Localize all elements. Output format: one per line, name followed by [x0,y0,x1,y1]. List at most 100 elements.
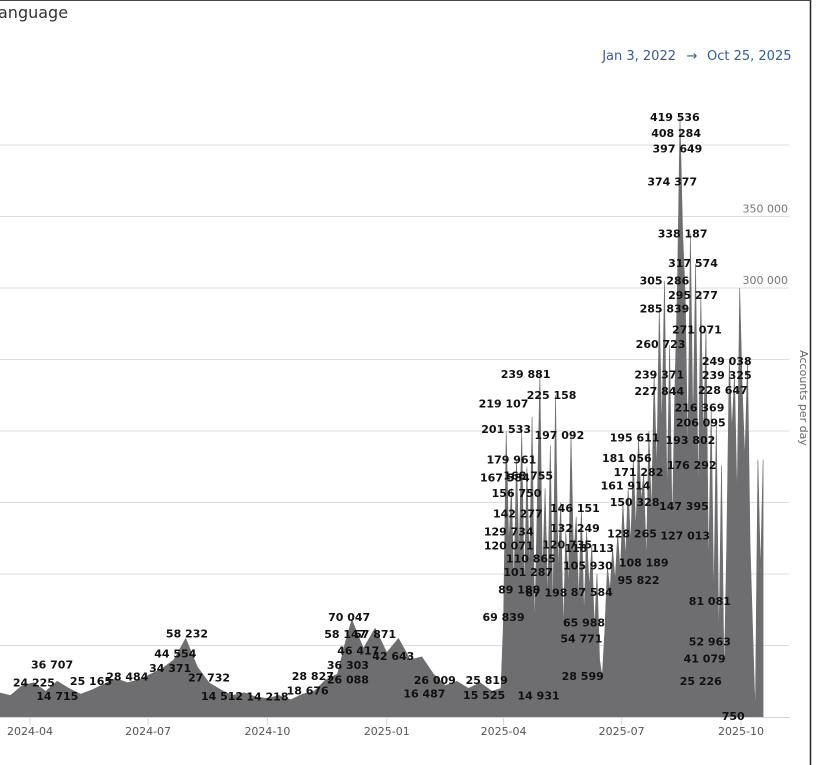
y-axis: 300 000 350 000 [743,203,789,288]
gridlines [0,144,789,646]
data-label: 750 [722,710,745,723]
data-label: 120 071 [484,539,534,552]
data-label: 110 865 [506,552,556,565]
data-label: 36 303 [327,659,369,672]
data-label: 28 827 [292,670,334,683]
data-label: 42 643 [372,650,414,663]
data-label: 87 584 [571,586,613,599]
chart-title: anguage [0,3,68,22]
data-label: 108 189 [619,556,669,569]
data-label: 225 158 [527,389,577,402]
data-label: 54 771 [560,633,602,646]
data-label: 167 584 [480,471,530,484]
y-tick-label: 350 000 [743,203,789,216]
x-tick-label: 2024-04 [7,725,53,738]
data-label: 41 079 [684,652,726,665]
data-label: 58 232 [166,628,208,641]
data-label: 101 287 [503,566,553,579]
data-label: 46 417 [337,645,379,658]
data-label: 408 284 [651,127,701,140]
data-label: 36 707 [31,659,73,672]
data-label: 28 484 [106,670,148,683]
data-label: 58 147 [324,628,366,641]
data-label: 260 723 [636,338,686,351]
data-label: 70 047 [328,611,370,624]
data-label: 132 249 [550,522,600,535]
x-tick-label: 2025-07 [599,725,645,738]
data-label: 24 225 [13,676,55,689]
y-axis-title: Accounts per day [797,350,810,446]
area-series [0,117,764,718]
data-label: 14 931 [518,690,560,703]
data-label: 120 735 [542,538,592,551]
data-label: 317 574 [668,257,718,270]
data-label: 34 371 [149,662,191,675]
data-label: 14 218 [246,691,288,704]
data-label: 179 961 [486,454,536,467]
data-label: 397 649 [653,142,703,155]
data-label: 181 056 [602,452,652,465]
data-label: 57 871 [354,628,396,641]
data-label: 87 198 [525,586,567,599]
data-label: 146 151 [550,502,600,515]
data-label: 228 647 [698,384,748,397]
data-label: 227 844 [634,385,684,398]
y-tick-label: 300 000 [743,274,789,287]
data-label: 105 930 [563,560,613,573]
data-label: 128 265 [607,528,657,541]
data-label: 239 881 [501,368,551,381]
data-label: 14 512 [201,690,243,703]
data-label: 305 286 [640,274,690,287]
x-axis: 2024-04 2024-07 2024-10 2025-01 2025-04 2025-… [0,717,790,738]
x-tick-label: 2025-10 [718,725,764,738]
data-label: 95 822 [617,574,659,587]
data-label: 89 188 [498,583,540,596]
data-label: 156 750 [492,487,542,500]
data-label: 374 377 [647,176,697,189]
data-label: 142 277 [493,508,543,521]
data-label: 239 325 [702,369,752,382]
x-tick-label: 2024-10 [244,725,290,738]
data-label: 14 715 [36,690,78,703]
data-label: 81 081 [689,595,731,608]
data-label: 201 533 [481,423,531,436]
data-label: 419 536 [650,111,700,124]
data-label: 65 988 [563,617,605,630]
data-label: 219 107 [479,398,529,411]
data-label: 193 802 [666,434,716,447]
data-label: 18 676 [287,684,329,697]
data-label: 16 487 [403,687,445,700]
x-tick-label: 2025-01 [364,725,410,738]
data-label: 239 371 [634,369,684,382]
x-tick-label: 2024-07 [125,725,171,738]
data-label: 69 839 [483,611,525,624]
data-label: 44 554 [154,647,196,660]
data-label: 26 088 [327,674,369,687]
data-label: 129 734 [484,525,534,538]
data-label: 147 395 [659,500,709,513]
data-label: 118 113 [564,542,614,555]
date-range-arrow: → [687,49,698,64]
data-label: 15 525 [463,689,505,702]
data-label: 127 013 [660,529,710,542]
data-label: 249 038 [702,355,752,368]
data-label: 150 328 [610,496,660,509]
data-label: 25 819 [466,674,508,687]
data-label: 161 914 [601,479,651,492]
data-label: 195 611 [610,431,660,444]
area-fill [0,117,764,718]
date-range-start[interactable]: Jan 3, 2022 [601,49,676,64]
date-range-end[interactable]: Oct 25, 2025 [707,49,792,64]
data-label: 338 187 [658,227,708,240]
data-label: 25 165 [70,675,112,688]
x-tick-label: 2025-04 [481,725,527,738]
data-label: 176 292 [667,459,717,472]
data-label: 52 963 [689,635,731,648]
data-label: 285 839 [640,302,690,315]
data-label: 27 732 [188,671,230,684]
data-label: 171 282 [614,466,664,479]
data-label: 168 755 [503,470,553,483]
data-label: 216 369 [675,402,725,415]
